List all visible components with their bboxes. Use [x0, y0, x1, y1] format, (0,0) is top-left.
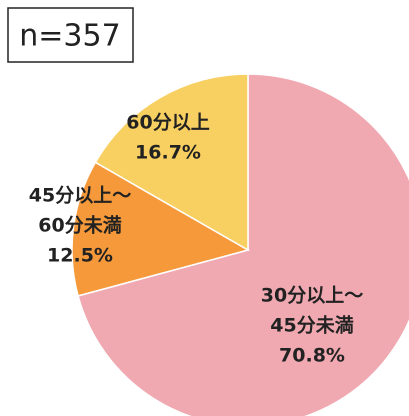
slice-label: 30分以上～ [261, 285, 363, 307]
slice-value-label: 12.5% [47, 245, 113, 267]
annotation-box [7, 7, 134, 63]
slice-label: 60分以上 [126, 112, 209, 134]
pie-slice [77, 73, 409, 416]
pie-slice [71, 161, 250, 297]
slice-label: 45分以上～ [29, 185, 131, 207]
slice-label: 45分未満 [270, 314, 353, 337]
slice-label: 60分未満 [38, 214, 121, 237]
slice-value-label: 70.8% [279, 345, 345, 367]
pie-slice [94, 73, 249, 252]
slice-value-label: 16.7% [135, 142, 201, 164]
annotation: n=357 [19, 19, 120, 54]
